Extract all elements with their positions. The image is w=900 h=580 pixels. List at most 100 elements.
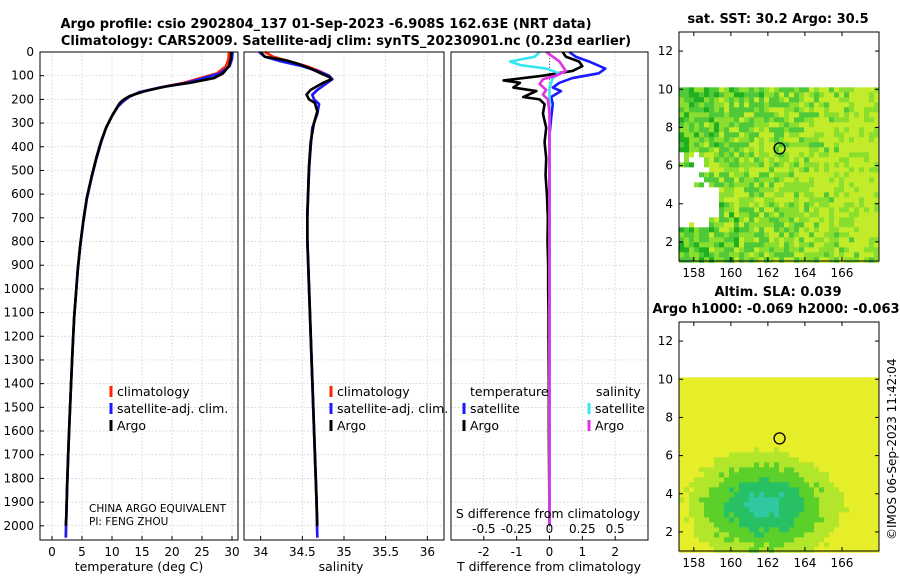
map-cell	[809, 242, 815, 248]
map-cell	[764, 97, 770, 103]
map-cell	[814, 102, 820, 108]
map-cell	[724, 187, 730, 193]
map-cell	[794, 232, 800, 238]
map-cell	[764, 522, 770, 528]
map-cell	[804, 497, 810, 503]
map-cell	[874, 207, 880, 213]
map-cell	[699, 487, 705, 493]
map-cell	[809, 97, 815, 103]
map-cell	[724, 467, 730, 473]
map-cell	[719, 467, 725, 473]
map-cell	[839, 432, 845, 438]
x-tick-label: 162	[756, 266, 779, 280]
map-cell	[864, 517, 870, 523]
map-cell	[834, 132, 840, 138]
map-cell	[864, 97, 870, 103]
map-cell	[689, 532, 695, 538]
map-cell	[839, 87, 845, 93]
map-cell	[859, 97, 865, 103]
map-cell	[759, 422, 765, 428]
map-cell	[814, 202, 820, 208]
t-difference-label: T difference from climatology	[456, 559, 642, 574]
map-cell	[874, 97, 880, 103]
map-cell	[784, 427, 790, 433]
map-cell	[829, 397, 835, 403]
map-cell	[714, 527, 720, 533]
map-cell	[694, 502, 700, 508]
map-cell	[844, 187, 850, 193]
map-cell	[694, 212, 700, 218]
x2-tick-label: -0.25	[501, 522, 532, 536]
map-cell	[819, 522, 825, 528]
map-cell	[849, 462, 855, 468]
map-cell	[774, 397, 780, 403]
map-cell	[749, 407, 755, 413]
map-cell	[699, 512, 705, 518]
map-cell	[834, 392, 840, 398]
map-cell	[704, 242, 710, 248]
map-cell	[869, 487, 875, 493]
map-cell	[754, 507, 760, 513]
map-cell	[684, 222, 690, 228]
map-cell	[844, 127, 850, 133]
map-cell	[759, 137, 765, 143]
map-cell	[704, 377, 710, 383]
map-cell	[704, 172, 710, 178]
map-cell	[864, 242, 870, 248]
map-cell	[859, 152, 865, 158]
map-cell	[829, 132, 835, 138]
map-cell	[719, 217, 725, 223]
map-cell	[814, 217, 820, 223]
map-cell	[749, 97, 755, 103]
map-cell	[704, 152, 710, 158]
map-cell	[804, 187, 810, 193]
map-cell	[874, 462, 880, 468]
map-cell	[819, 87, 825, 93]
map-cell	[724, 477, 730, 483]
map-cell	[799, 157, 805, 163]
map-cell	[769, 452, 775, 458]
map-cell	[754, 187, 760, 193]
map-cell	[859, 542, 865, 548]
y-tick-label: 12	[658, 44, 673, 58]
map-cell	[719, 137, 725, 143]
map-cell	[829, 217, 835, 223]
map-cell	[819, 532, 825, 538]
map-cell	[784, 402, 790, 408]
map-cell	[844, 247, 850, 253]
map-cell	[744, 247, 750, 253]
map-cell	[679, 447, 685, 453]
map-cell	[679, 232, 685, 238]
map-cell	[809, 527, 815, 533]
map-cell	[834, 542, 840, 548]
map-cell	[779, 192, 785, 198]
map-cell	[689, 152, 695, 158]
map-cell	[789, 127, 795, 133]
map-cell	[844, 122, 850, 128]
map-cell	[809, 382, 815, 388]
map-cell	[764, 227, 770, 233]
map-cell	[869, 462, 875, 468]
map-cell	[739, 377, 745, 383]
map-cell	[689, 187, 695, 193]
map-cell	[804, 377, 810, 383]
map-cell	[694, 202, 700, 208]
map-cell	[859, 487, 865, 493]
map-cell	[724, 462, 730, 468]
map-cell	[854, 202, 860, 208]
map-cell	[874, 492, 880, 498]
map-cell	[759, 507, 765, 513]
map-cell	[729, 487, 735, 493]
map-cell	[844, 137, 850, 143]
map-cell	[684, 522, 690, 528]
map-cell	[869, 152, 875, 158]
map-cell	[749, 177, 755, 183]
map-cell	[719, 92, 725, 98]
map-cell	[694, 207, 700, 213]
map-cell	[704, 402, 710, 408]
map-cell	[804, 467, 810, 473]
map-cell	[714, 122, 720, 128]
map-cell	[769, 162, 775, 168]
map-cell	[709, 487, 715, 493]
map-cell	[699, 507, 705, 513]
